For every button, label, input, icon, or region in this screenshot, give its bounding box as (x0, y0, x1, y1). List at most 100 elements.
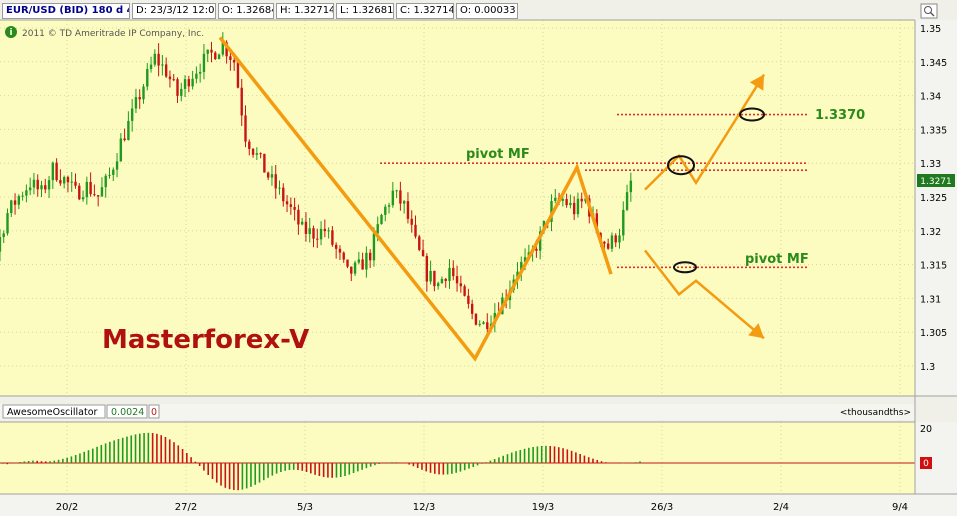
price-tick-label: 1.315 (920, 261, 947, 272)
candle-body (350, 266, 353, 274)
candle-body (467, 295, 470, 304)
candle-body (40, 185, 43, 190)
candle-body (225, 42, 228, 57)
candle-body (66, 177, 70, 183)
last-price-badge (917, 174, 955, 187)
oscillator-name-box[interactable] (2, 404, 106, 419)
candle-body (297, 209, 300, 225)
oscillator-value-box (106, 404, 148, 419)
projection-down-line (644, 249, 765, 340)
candle-body (55, 162, 58, 181)
time-tick-label: 26/3 (651, 502, 673, 513)
candle-body (331, 230, 334, 245)
candle-body (119, 138, 123, 162)
candle-body (625, 192, 629, 210)
candle-body (618, 235, 621, 243)
candle-body (134, 97, 138, 109)
high-readout: H: 1.32714 (276, 3, 334, 19)
oscillator-zero-badge-text: 0 (923, 459, 929, 469)
time-tick-label: 5/3 (297, 502, 313, 513)
price-tick-label: 1.335 (920, 125, 947, 136)
candle-body (47, 180, 51, 190)
time-tick-label: 2/4 (773, 502, 789, 513)
candle-body (274, 174, 277, 189)
candle-body (448, 267, 451, 281)
candle-body (270, 174, 274, 178)
candle-body (346, 259, 349, 267)
candle-body (368, 252, 372, 261)
candle-body (436, 283, 440, 287)
open-readout: O: 1.32684 (218, 3, 274, 19)
candle-body (2, 233, 5, 238)
candle-body (51, 162, 55, 181)
candle-body (78, 185, 81, 200)
candle-body (610, 235, 614, 249)
candle-body (357, 259, 361, 263)
candle-body (361, 259, 364, 270)
zoom-button[interactable] (920, 3, 938, 19)
oscillator-tick-20: 20 (920, 424, 932, 435)
candle-body (565, 199, 568, 206)
info-icon-glyph: i (9, 28, 12, 38)
candle-body (108, 174, 111, 176)
candle-body (444, 278, 447, 281)
oscillator-value: 0.0024 (111, 407, 144, 418)
price-tick-label: 1.305 (920, 328, 947, 339)
candle-body (474, 313, 478, 325)
candle-body (327, 230, 330, 232)
candle-body (384, 206, 387, 215)
candle-body (282, 187, 285, 202)
candle-body (115, 161, 119, 170)
candle-body (410, 218, 413, 225)
candle-body (353, 262, 357, 274)
oscillator-pane[interactable] (0, 422, 915, 494)
candle-body (229, 56, 232, 61)
symbol-label[interactable]: EUR/USD (BID) 180 d 4h (2, 3, 130, 19)
price-axis-panel (915, 20, 957, 396)
candle-body (606, 243, 610, 249)
candle-body (300, 221, 304, 225)
watermark-text: Masterforex-V (102, 325, 309, 355)
candle-body (538, 231, 542, 251)
candle-body (100, 187, 104, 197)
candle-body (614, 235, 617, 243)
candle-body (629, 180, 633, 193)
candle-body (595, 213, 599, 233)
candle-body (17, 196, 21, 205)
candle-body (486, 322, 489, 330)
candle-body (244, 115, 247, 142)
candle-body (206, 49, 209, 54)
candle-body (138, 97, 141, 100)
candle-body (202, 53, 206, 72)
candle-body (187, 79, 191, 87)
oscillator-zero-box (148, 404, 160, 419)
time-axis-panel (0, 494, 957, 516)
price-tick-label: 1.325 (920, 193, 947, 204)
candle-body (74, 181, 77, 186)
trend-line (218, 36, 613, 362)
candle-body (89, 181, 92, 195)
candle-body (6, 213, 9, 234)
candle-body (142, 86, 145, 100)
info-icon[interactable] (5, 26, 17, 38)
time-tick-label: 19/3 (532, 502, 554, 513)
candle-body (520, 261, 523, 272)
candle-body (236, 62, 240, 88)
candle-body (399, 190, 402, 204)
candle-body (622, 209, 625, 236)
highlight-ellipse (739, 107, 765, 122)
candle-body (180, 88, 183, 96)
candle-body (312, 228, 315, 239)
candle-body (535, 248, 538, 251)
candle-body (376, 224, 379, 234)
candle-body (36, 179, 39, 190)
candle-body (342, 252, 345, 260)
candle-body (96, 195, 100, 197)
candle-body (161, 64, 164, 66)
price-tick-label: 1.3 (920, 362, 935, 373)
candle-body (278, 187, 281, 189)
candle-body (251, 148, 255, 155)
price-tick-label: 1.32 (920, 227, 941, 238)
candle-body (172, 79, 175, 81)
